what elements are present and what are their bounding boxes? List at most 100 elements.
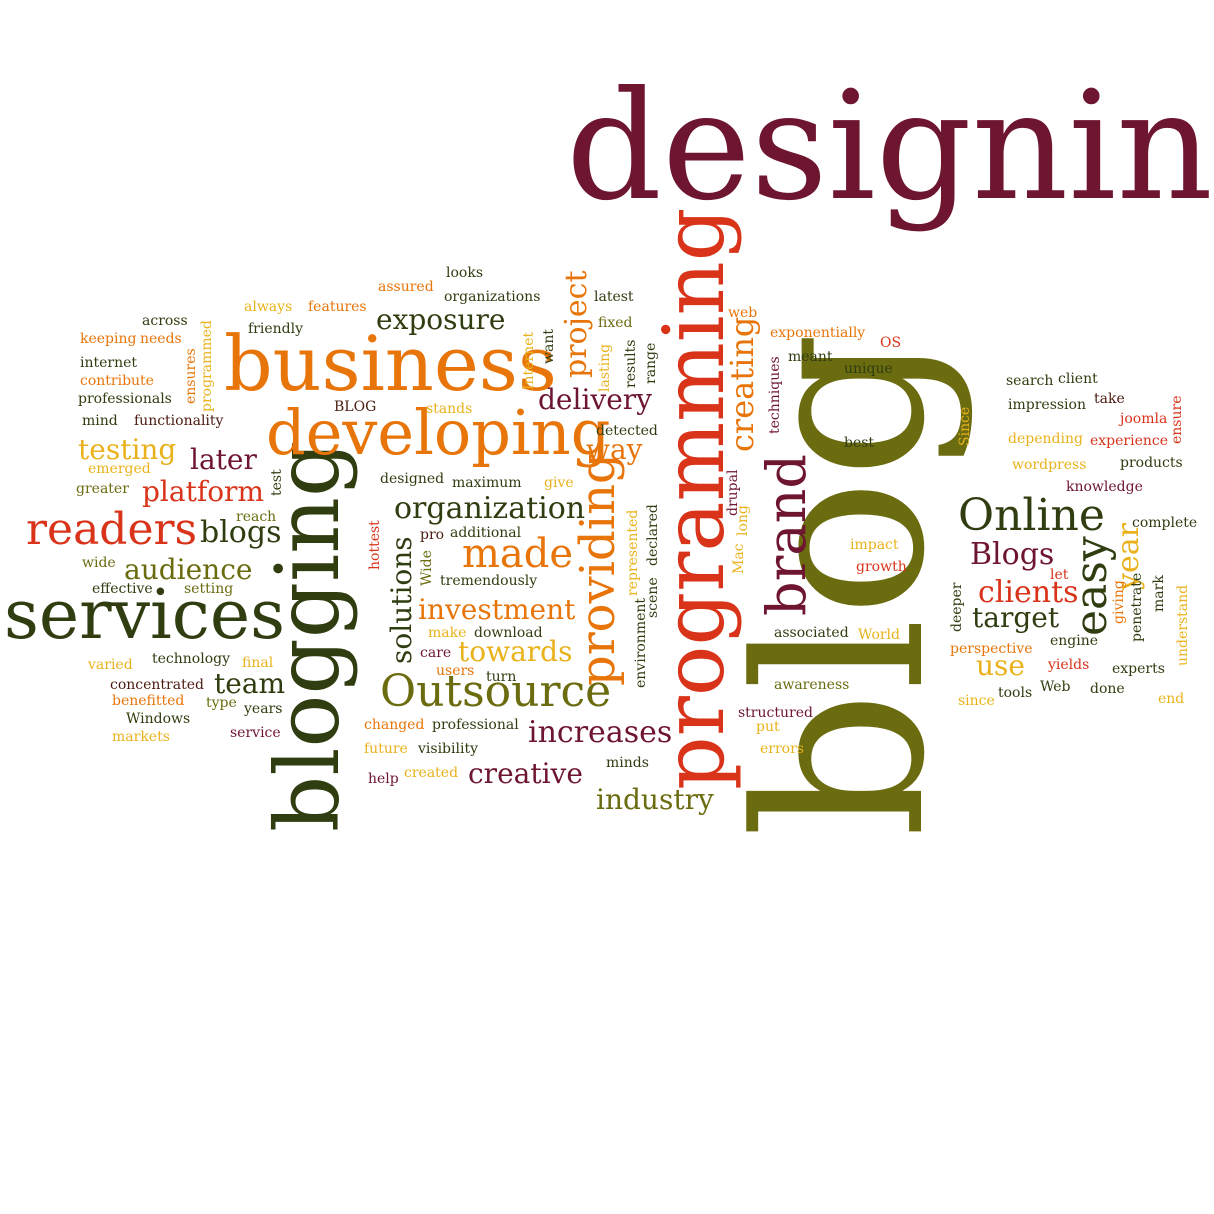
word-web-capital: Web [1040,679,1071,695]
word-best: best [844,435,875,451]
word-joomla: joomla [1120,411,1168,427]
word-give: give [544,475,574,491]
word-developing: developing [266,396,611,469]
word-designed: designed [380,471,445,487]
word-mind: mind [82,413,118,429]
word-blogs-capital: Blogs [970,537,1055,572]
word-techniques: techniques [767,356,783,434]
word-benefitted: benefitted [112,693,185,709]
word-search: search [1006,373,1054,389]
word-since: since [958,693,995,709]
word-os: OS [880,335,902,351]
word-done: done [1090,681,1125,697]
word-giving: giving [1111,580,1127,624]
word-internet-capital: Internet [521,331,537,390]
word-setting: setting [184,581,234,597]
word-depending: depending [1008,431,1083,447]
word-yields: yields [1048,657,1090,673]
word-knowledge: knowledge [1066,479,1143,495]
word-looks: looks [446,265,484,281]
word-mac: Mac [731,543,747,574]
word-across: across [142,313,188,329]
word-services: services [4,576,286,655]
word-created: created [404,765,459,781]
word-visibility: visibility [418,741,478,757]
word-let: let [1050,567,1069,583]
word-windows: Windows [126,711,191,727]
word-understand: understand [1175,584,1191,666]
word-help: help [368,771,399,787]
word-awareness: awareness [774,677,850,693]
word-team: team [214,667,286,700]
word-towards: towards [458,635,573,668]
word-greater: greater [76,481,129,497]
word-programming: programming [645,207,743,790]
word-testing: testing [78,433,177,466]
word-delivery: delivery [538,383,652,416]
word-end: end [1158,691,1185,707]
word-designing: designing [566,60,1214,234]
word-increases: increases [528,715,673,750]
word-put: put [756,719,780,735]
word-blogs: blogs [200,515,282,550]
word-internet: internet [80,355,138,371]
word-type: type [206,695,237,711]
word-experience: experience [1090,433,1169,449]
word-environment: environment [633,597,649,688]
word-impression: impression [1008,397,1086,413]
word-make: make [428,625,467,641]
word-keeping: keeping [80,331,137,347]
word-always: always [244,299,293,315]
word-audience: audience [124,553,253,586]
word-years: years [244,701,283,717]
word-represented: represented [625,509,641,596]
word-solutions: solutions [385,536,418,664]
word-download: download [474,625,543,641]
word-clients: clients [978,575,1079,610]
word-deeper: deeper [949,582,965,632]
word-client: client [1058,371,1098,387]
word-declared: declared [645,504,661,566]
word-way: way [586,433,643,466]
word-programmed: programmed [199,320,215,412]
word-errors: errors [760,741,804,757]
word-long: long [735,505,751,536]
word-technology: technology [152,651,230,667]
word-additional: additional [450,525,522,541]
word-products: products [1120,455,1183,471]
word-features: features [308,299,367,315]
word-made: made [462,531,574,577]
word-range: range [643,342,659,384]
word-varied: varied [88,657,133,673]
word-exponentially: exponentially [770,325,866,341]
word-mark: mark [1151,575,1167,612]
word-organization: organization [394,491,586,526]
word-online: Online [958,490,1105,541]
word-test: test [269,469,285,496]
word-ensure: ensure [1169,395,1185,444]
word-hottest: hottest [367,520,383,570]
word-blog-upper: BLOG [334,399,377,415]
word-maximum: maximum [452,475,522,491]
word-experts: experts [1112,661,1165,677]
word-reach: reach [236,509,277,525]
word-tremendously: tremendously [440,573,538,589]
word-minds: minds [606,755,649,771]
word-wide: wide [82,555,116,571]
word-target: target [972,601,1060,634]
word-contribute: contribute [80,373,154,389]
word-friendly: friendly [248,321,304,337]
word-markets: markets [112,729,170,745]
word-unique: unique [844,361,893,377]
word-platform: platform [142,475,264,508]
word-associated: associated [774,625,849,641]
word-industry: industry [596,783,714,816]
word-creating: creating [723,316,761,452]
word-world: World [858,627,900,643]
word-later: later [190,443,257,476]
word-perspective: perspective [950,641,1033,657]
word-since-capital: Since [957,406,973,446]
word-needs: needs [140,331,182,347]
word-turn: turn [486,669,517,685]
